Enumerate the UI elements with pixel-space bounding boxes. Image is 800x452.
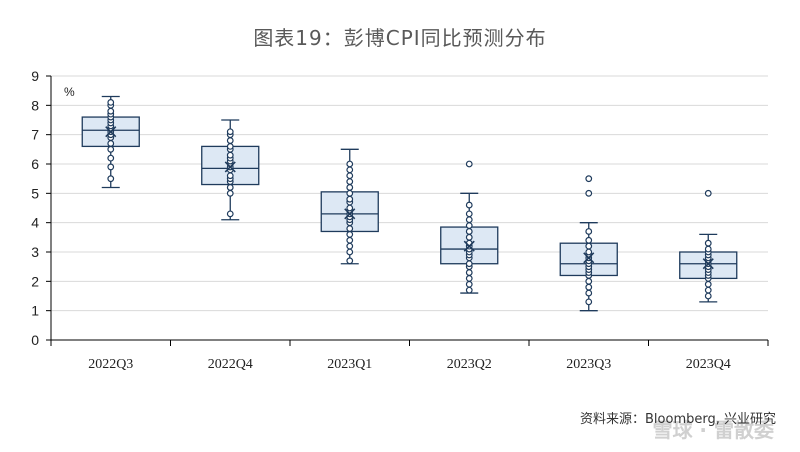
data-point [465, 286, 473, 294]
data-point [465, 210, 473, 218]
data-point [465, 216, 473, 224]
box-series [81, 95, 738, 312]
box-2023Q4 [679, 189, 738, 303]
data-point [465, 222, 473, 230]
y-tick-label: 1 [31, 303, 39, 319]
gridlines [51, 75, 768, 312]
mean-marker [702, 258, 714, 270]
data-point [346, 189, 354, 197]
x-tick-label: 2023Q1 [327, 357, 372, 372]
outlier-point [585, 175, 593, 183]
y-tick-label: 2 [31, 273, 39, 289]
data-point [704, 280, 712, 288]
data-point [346, 248, 354, 256]
y-tick-label: 8 [31, 97, 39, 113]
data-point [226, 137, 234, 144]
source-note: 资料来源：Bloomberg, 兴业研究 [580, 412, 776, 427]
data-point [465, 260, 473, 268]
data-point [107, 145, 115, 153]
mean-marker [583, 252, 595, 264]
y-unit-label: % [64, 85, 75, 99]
data-point [465, 201, 473, 209]
data-point [465, 275, 473, 282]
data-point [346, 225, 354, 232]
watermark: 雪球 · 雷散委 [652, 418, 774, 442]
data-point [585, 248, 593, 256]
x-tick-label: 2022Q3 [88, 357, 133, 372]
data-point [465, 280, 473, 288]
data-point [107, 154, 115, 162]
data-point [585, 242, 593, 250]
data-point [704, 292, 712, 300]
box-2023Q2 [440, 160, 499, 294]
y-tick-label: 3 [31, 244, 39, 260]
x-axis: 2022Q3 2022Q4 2023Q1 2023Q2 2023Q3 2023Q4 [50, 339, 769, 372]
data-point [346, 184, 354, 191]
mean-marker [224, 161, 236, 173]
x-tick-label: 2023Q4 [686, 357, 731, 372]
y-tick-label: 6 [31, 156, 39, 172]
data-point [465, 269, 473, 276]
outlier-point [465, 160, 473, 168]
x-tick-label: 2023Q3 [566, 357, 611, 372]
data-point [704, 239, 712, 247]
box-2022Q3 [81, 95, 140, 189]
data-point [346, 172, 354, 180]
data-point [465, 228, 473, 235]
data-point [585, 236, 593, 244]
data-point [585, 228, 593, 235]
x-tick-label: 2023Q2 [447, 357, 492, 372]
y-tick-label: 5 [31, 185, 39, 201]
y-tick-label: 0 [31, 332, 39, 348]
box-2022Q4 [201, 119, 260, 221]
mean-marker [344, 208, 356, 220]
data-point [704, 286, 712, 294]
data-point [346, 236, 354, 244]
outlier-point [704, 189, 712, 197]
box-2023Q3 [559, 175, 618, 312]
data-point [226, 189, 234, 197]
data-point [346, 195, 354, 203]
data-point [107, 140, 115, 147]
y-tick-label: 9 [31, 68, 39, 84]
data-point [346, 178, 354, 186]
data-point [107, 163, 115, 171]
mean-marker [463, 240, 475, 252]
data-point [226, 128, 234, 136]
y-tick-label: 7 [31, 127, 39, 143]
data-point [585, 298, 593, 306]
data-point [585, 283, 593, 291]
data-point [107, 98, 115, 106]
data-point [346, 230, 354, 238]
data-point [346, 257, 354, 265]
data-point [585, 289, 593, 297]
x-tick-label: 2022Q4 [208, 357, 253, 372]
data-point [346, 160, 354, 168]
data-point [704, 245, 712, 253]
box-2023Q1 [320, 148, 379, 265]
data-point [226, 142, 234, 150]
data-point [346, 242, 354, 250]
mean-marker [105, 126, 117, 138]
chart-title: 图表19：彭博CPI同比预测分布 [253, 26, 547, 50]
data-point [226, 172, 234, 180]
data-point [226, 184, 234, 191]
data-point [107, 107, 115, 115]
y-tick-label: 4 [31, 215, 39, 231]
outlier-point [585, 189, 593, 197]
data-point [465, 233, 473, 241]
data-point [346, 166, 354, 174]
data-point [585, 277, 593, 285]
data-point [226, 151, 234, 159]
data-point [107, 175, 115, 183]
data-point [346, 204, 354, 212]
y-axis: 0 1 2 3 4 5 6 7 8 9 [31, 68, 52, 348]
data-point [226, 210, 234, 218]
